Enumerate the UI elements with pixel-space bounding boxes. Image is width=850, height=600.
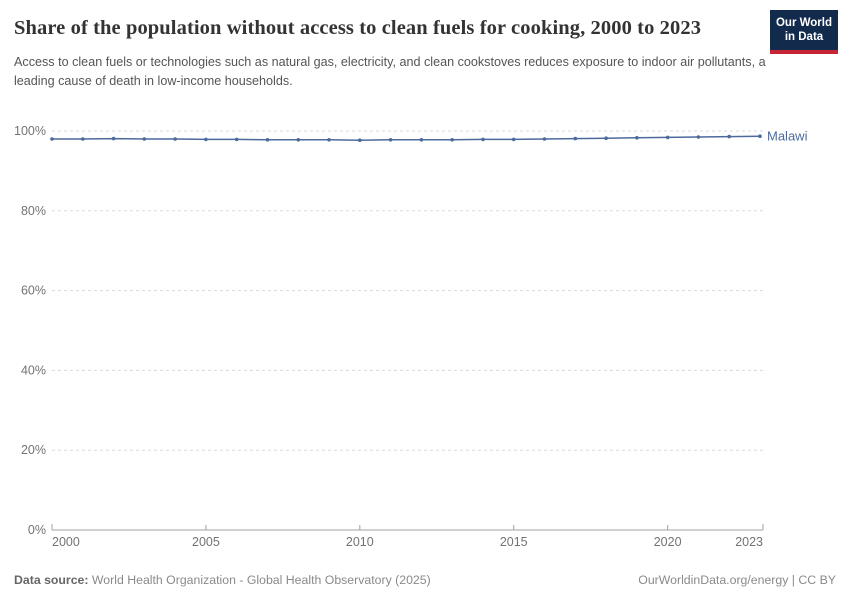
logo-line-1: Our World	[775, 16, 832, 29]
chart-titles: Share of the population without access t…	[14, 10, 770, 90]
data-source-text: World Health Organization - Global Healt…	[88, 573, 431, 587]
data-source-label: Data source:	[14, 573, 89, 587]
y-tick-label: 100%	[14, 124, 46, 138]
data-point-marker[interactable]	[327, 138, 331, 142]
data-point-marker[interactable]	[727, 134, 731, 139]
data-point-marker[interactable]	[50, 137, 54, 141]
y-tick-label: 20%	[21, 443, 46, 457]
x-tick-label: 2005	[192, 535, 220, 549]
x-tick-label: 2023	[735, 535, 763, 549]
data-series-line[interactable]	[51, 135, 761, 141]
data-point-marker[interactable]	[665, 135, 670, 140]
data-point-marker[interactable]	[450, 138, 455, 142]
data-point-marker[interactable]	[81, 137, 85, 141]
data-point-marker[interactable]	[542, 137, 547, 141]
x-tick-label: 2010	[346, 535, 374, 549]
data-source: Data source: World Health Organization -…	[14, 573, 431, 587]
data-point-marker[interactable]	[173, 137, 177, 141]
chart-footer: Data source: World Health Organization -…	[14, 573, 836, 587]
data-point-marker[interactable]	[635, 136, 639, 140]
x-tick-label: 2015	[500, 535, 528, 549]
data-point-marker[interactable]	[265, 138, 270, 142]
y-tick-label: 60%	[21, 284, 46, 298]
chart-subtitle: Access to clean fuels or technologies su…	[14, 55, 766, 88]
x-tick-label: 2000	[52, 535, 80, 549]
attribution-text: OurWorldinData.org/energy | CC BY	[638, 573, 836, 587]
data-point-marker[interactable]	[142, 137, 147, 141]
data-point-marker[interactable]	[758, 134, 762, 138]
data-point-marker[interactable]	[481, 137, 485, 142]
series-label[interactable]: Malawi	[767, 129, 808, 144]
data-point-marker[interactable]	[573, 136, 578, 141]
chart-title: Share of the population without access t…	[14, 17, 702, 39]
logo-line-2: in Data	[784, 31, 824, 43]
data-point-marker[interactable]	[604, 136, 608, 140]
attribution: OurWorldinData.org/energy | CC BY	[638, 573, 836, 587]
data-point-marker[interactable]	[419, 138, 424, 142]
data-point-marker[interactable]	[511, 137, 516, 142]
data-point-marker[interactable]	[296, 138, 301, 142]
owid-logo: Our World in Data	[770, 10, 838, 54]
data-point-marker[interactable]	[204, 137, 208, 142]
data-point-marker[interactable]	[388, 138, 393, 142]
y-tick-label: 80%	[21, 204, 46, 218]
chart-header: Share of the population without access t…	[14, 10, 838, 90]
x-tick-label: 2020	[654, 535, 682, 549]
data-point-marker[interactable]	[696, 135, 701, 139]
data-point-marker[interactable]	[358, 138, 362, 142]
data-point-marker[interactable]	[234, 137, 239, 142]
y-tick-label: 40%	[21, 363, 46, 377]
data-point-marker[interactable]	[111, 136, 116, 141]
y-tick-label: 0%	[28, 523, 46, 537]
